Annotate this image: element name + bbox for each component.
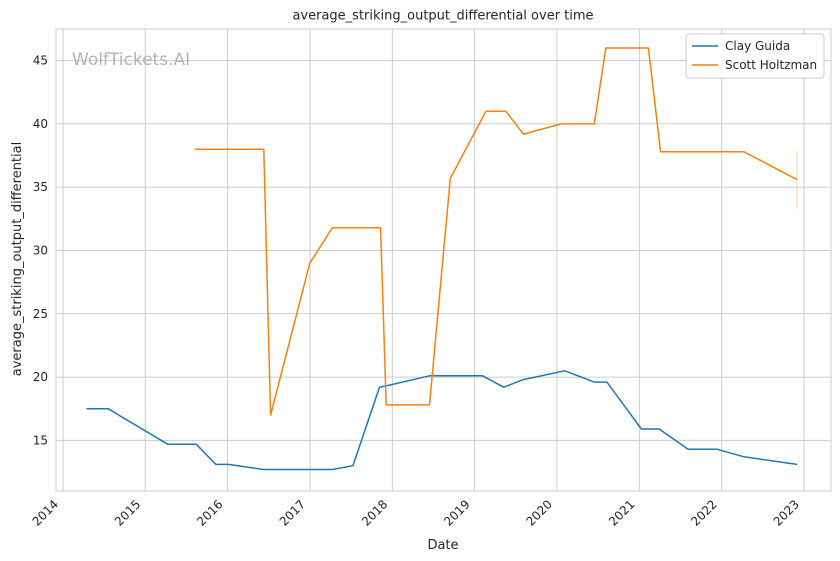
y-axis-label: average_striking_output_differential — [10, 142, 25, 376]
y-tick-label: 40 — [33, 117, 48, 131]
series-line-1 — [86, 370, 798, 471]
legend-label: Scott Holtzman — [725, 58, 817, 72]
x-tick-label: 2021 — [606, 497, 637, 528]
x-axis-label: Date — [427, 538, 458, 553]
tick-labels: 2014 2015 2016 2017 2018 2019 2020 2021 2022 2023… — [30, 54, 802, 529]
y-tick-label: 25 — [33, 307, 48, 321]
series-lines — [86, 47, 798, 471]
x-tick-label: 2017 — [277, 497, 308, 528]
legend-label: Clay Guida — [725, 39, 790, 53]
x-tick-label: 2014 — [30, 497, 61, 528]
x-tick-label: 2019 — [441, 497, 472, 528]
legend: Clay Guida Scott Holtzman — [685, 33, 825, 79]
chart-title: average_striking_output_differential ove… — [292, 9, 593, 24]
y-tick-label: 15 — [33, 433, 48, 447]
x-tick-label: 2023 — [771, 497, 802, 528]
x-tick-label: 2020 — [524, 497, 555, 528]
watermark-text: WolfTickets.AI — [72, 50, 190, 70]
y-tick-label: 20 — [33, 370, 48, 384]
y-tick-label: 35 — [33, 180, 48, 194]
y-tick-label: 30 — [33, 244, 48, 258]
x-tick-label: 2018 — [359, 497, 390, 528]
x-tick-label: 2016 — [194, 497, 225, 528]
y-tick-label: 45 — [33, 54, 48, 68]
series-line-2 — [195, 47, 798, 416]
plot-area-frame — [55, 28, 832, 492]
legend-box — [685, 33, 825, 79]
x-tick-label: 2015 — [112, 497, 143, 528]
x-tick-label: 2022 — [688, 497, 719, 528]
